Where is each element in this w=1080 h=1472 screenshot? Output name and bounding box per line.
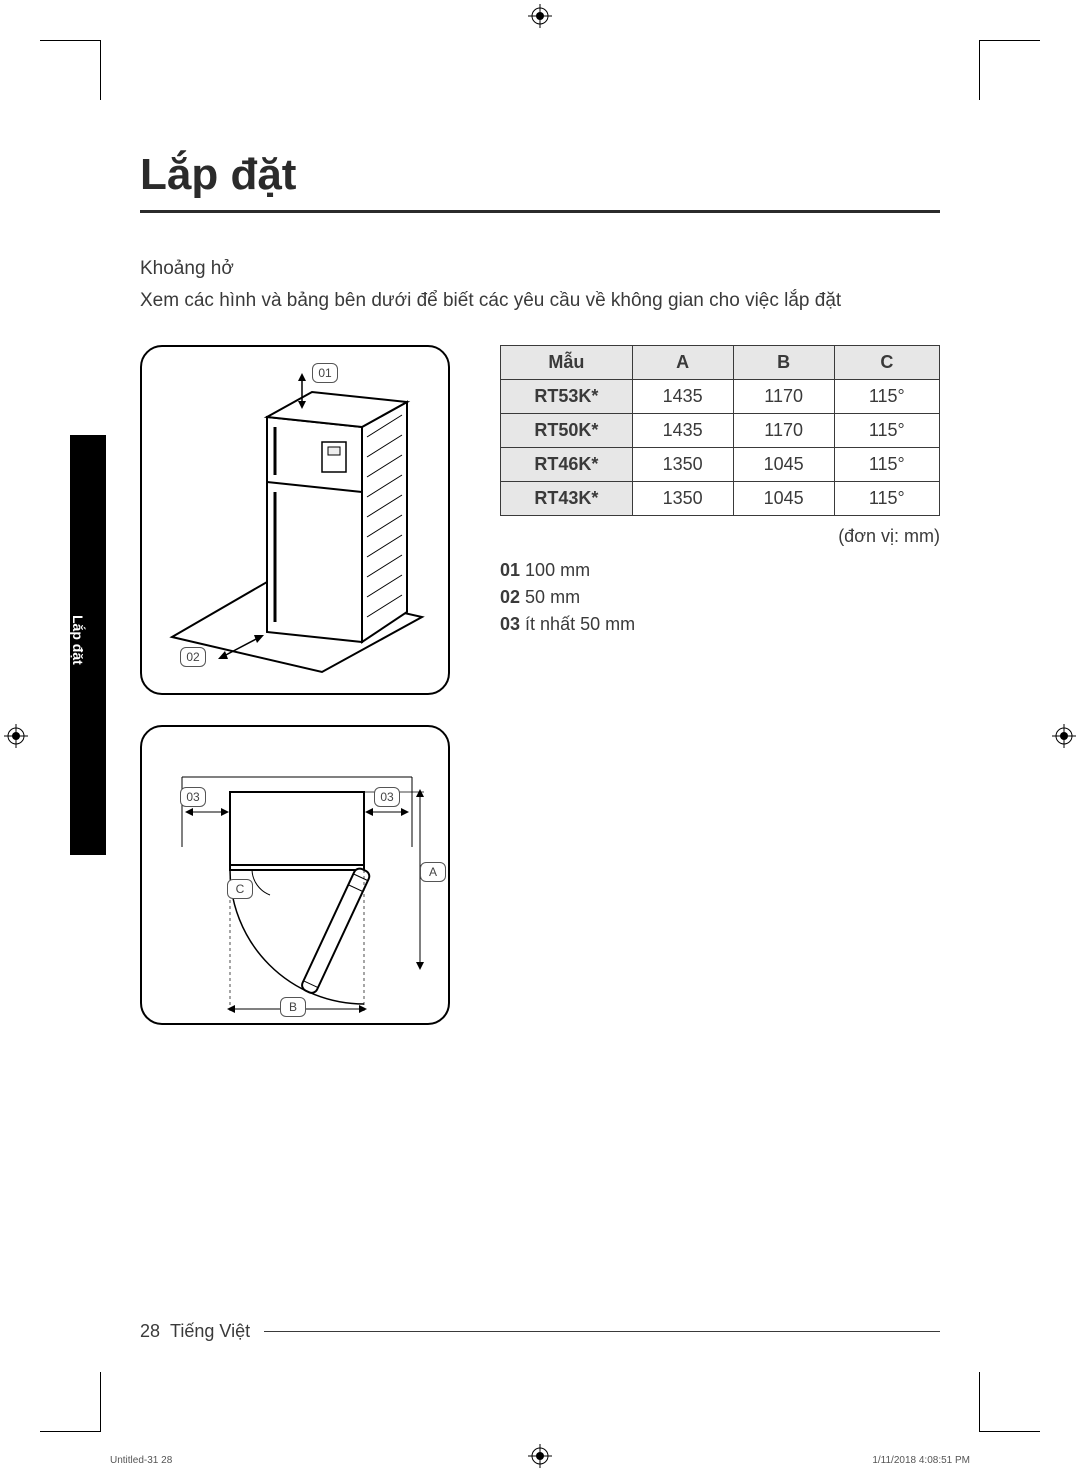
spec-table: Mẫu A B C RT53K* 1435 1170 115° <box>500 345 940 516</box>
key-item: 03 ít nhất 50 mm <box>500 611 940 638</box>
print-meta-right: 1/11/2018 4:08:51 PM <box>872 1455 970 1466</box>
table-cell: 1350 <box>632 447 733 481</box>
crop-mark <box>40 1431 100 1432</box>
content: Lắp đặt Khoảng hở Xem các hình và bảng b… <box>100 100 980 1055</box>
table-cell: 1045 <box>733 447 834 481</box>
figure-topview: 03 03 A B C <box>140 725 450 1025</box>
crop-mark <box>100 40 101 100</box>
table-cell: 1170 <box>733 379 834 413</box>
unit-note: (đơn vị: mm) <box>500 526 940 547</box>
callout-a: A <box>420 862 446 882</box>
registration-mark-icon <box>1052 724 1076 748</box>
table-cell: 1045 <box>733 481 834 515</box>
table-row: RT53K* 1435 1170 115° <box>501 379 940 413</box>
table-header-row: Mẫu A B C <box>501 345 940 379</box>
crop-mark <box>40 40 100 41</box>
crop-mark <box>979 40 980 100</box>
table-cell: 1435 <box>632 413 733 447</box>
page: Lắp đặt Lắp đặt Khoảng hở Xem các hình v… <box>100 100 980 1372</box>
registration-mark-icon <box>4 724 28 748</box>
table-row: RT43K* 1350 1045 115° <box>501 481 940 515</box>
table-cell: 115° <box>834 413 939 447</box>
page-number: 28 <box>140 1321 160 1341</box>
callout-c: C <box>227 879 253 899</box>
callout-02: 02 <box>180 647 206 667</box>
crop-mark <box>980 1431 1040 1432</box>
footer-rule <box>264 1331 940 1332</box>
page-title: Lắp đặt <box>140 150 940 213</box>
table-col-b: B <box>733 345 834 379</box>
key-item: 02 50 mm <box>500 584 940 611</box>
side-tab: Lắp đặt <box>70 435 106 855</box>
crop-mark <box>100 1372 101 1432</box>
table-cell: 115° <box>834 481 939 515</box>
crop-mark <box>980 40 1040 41</box>
key-item: 01 100 mm <box>500 557 940 584</box>
table-row: RT50K* 1435 1170 115° <box>501 413 940 447</box>
callout-03-right: 03 <box>374 787 400 807</box>
registration-mark-icon <box>528 4 552 28</box>
table-cell: RT46K* <box>501 447 633 481</box>
callout-03-left: 03 <box>180 787 206 807</box>
print-meta-left: Untitled-31 28 <box>110 1455 172 1466</box>
key-list: 01 100 mm 02 50 mm 03 ít nhất 50 mm <box>500 557 940 638</box>
table-cell: RT53K* <box>501 379 633 413</box>
table-cell: 1170 <box>733 413 834 447</box>
figure-perspective: 01 02 <box>140 345 450 695</box>
table-col-mau: Mẫu <box>501 345 633 379</box>
table-row: RT46K* 1350 1045 115° <box>501 447 940 481</box>
callout-b: B <box>280 997 306 1017</box>
section-subtitle: Khoảng hở <box>140 258 940 280</box>
table-cell: 115° <box>834 447 939 481</box>
callout-01: 01 <box>312 363 338 383</box>
table-cell: RT43K* <box>501 481 633 515</box>
section-description: Xem các hình và bảng bên dưới để biết cá… <box>140 288 940 315</box>
table-cell: 1350 <box>632 481 733 515</box>
table-cell: RT50K* <box>501 413 633 447</box>
side-tab-label: Lắp đặt <box>70 435 86 665</box>
table-col-a: A <box>632 345 733 379</box>
table-cell: 1435 <box>632 379 733 413</box>
table-cell: 115° <box>834 379 939 413</box>
crop-mark <box>979 1372 980 1432</box>
page-footer: 28 Tiếng Việt <box>140 1321 940 1342</box>
registration-mark-icon <box>528 1444 552 1468</box>
footer-language: Tiếng Việt <box>170 1321 250 1341</box>
table-col-c: C <box>834 345 939 379</box>
